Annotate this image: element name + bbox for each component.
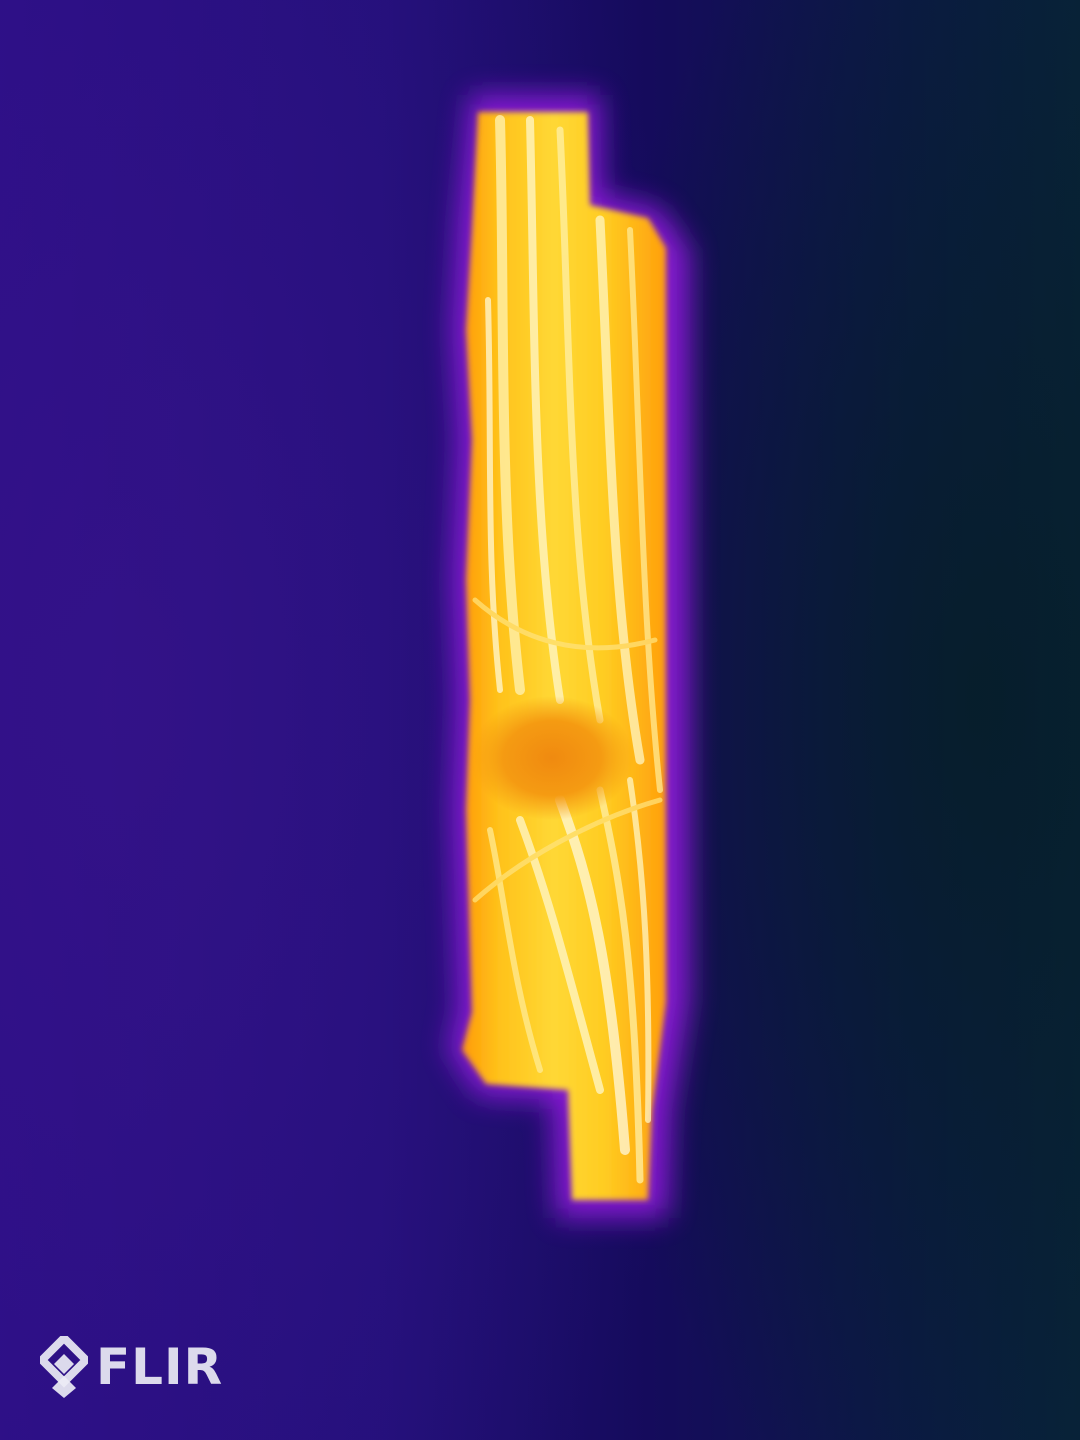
wood-grain (472, 115, 663, 1184)
wood-knot (470, 696, 634, 820)
flir-logo: FLIR (40, 1332, 240, 1402)
flir-logo-text: FLIR (96, 1338, 224, 1396)
flir-diamond-icon (40, 1336, 88, 1398)
hot-board (462, 112, 666, 1200)
